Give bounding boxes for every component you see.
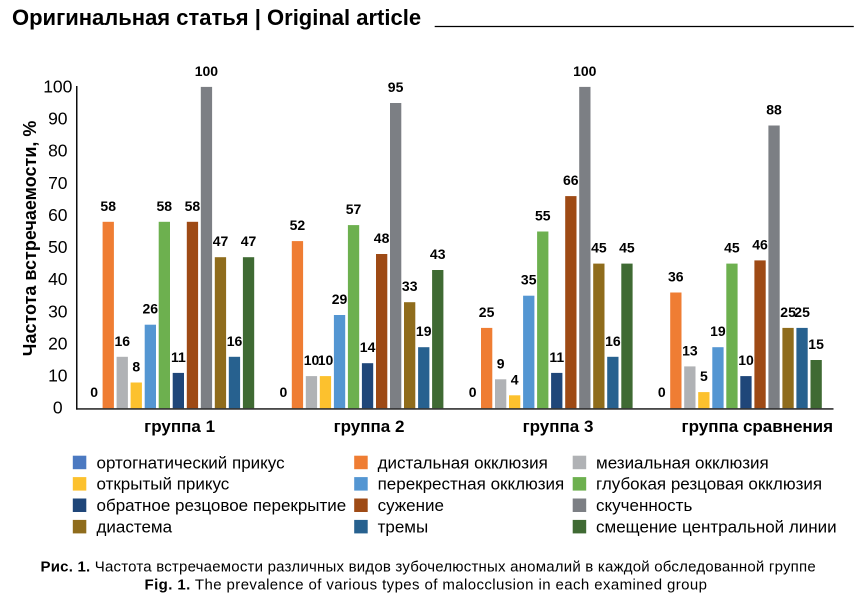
svg-text:45: 45 <box>591 240 607 256</box>
svg-text:43: 43 <box>430 246 446 262</box>
svg-text:88: 88 <box>766 102 782 118</box>
svg-text:100: 100 <box>573 63 597 79</box>
svg-text:58: 58 <box>100 198 116 214</box>
svg-text:33: 33 <box>402 278 418 294</box>
svg-text:19: 19 <box>416 323 432 339</box>
svg-text:57: 57 <box>346 201 362 217</box>
svg-text:обратное резцовое перекрытие: обратное резцовое перекрытие <box>97 496 347 515</box>
svg-text:скученность: скученность <box>596 496 692 515</box>
svg-text:60: 60 <box>48 205 68 225</box>
svg-text:80: 80 <box>48 141 68 161</box>
svg-text:50: 50 <box>48 237 68 257</box>
svg-text:58: 58 <box>185 198 201 214</box>
svg-text:группа сравнения: группа сравнения <box>682 417 834 436</box>
svg-text:52: 52 <box>290 217 306 233</box>
svg-text:100: 100 <box>195 63 219 79</box>
svg-text:перекрестная окклюзия: перекрестная окклюзия <box>378 475 565 494</box>
svg-text:45: 45 <box>724 240 740 256</box>
svg-text:10: 10 <box>318 352 334 368</box>
svg-text:0: 0 <box>280 384 288 400</box>
svg-text:36: 36 <box>668 269 684 285</box>
svg-text:14: 14 <box>360 339 376 355</box>
svg-text:35: 35 <box>521 272 537 288</box>
svg-text:открытый прикус: открытый прикус <box>97 475 230 494</box>
svg-text:5: 5 <box>700 368 708 384</box>
svg-text:8: 8 <box>132 359 140 375</box>
svg-text:10: 10 <box>304 352 320 368</box>
svg-text:смещение центральной линии: смещение центральной линии <box>596 518 837 537</box>
svg-text:15: 15 <box>808 336 824 352</box>
svg-text:11: 11 <box>171 349 186 365</box>
svg-text:0: 0 <box>53 398 63 418</box>
svg-text:90: 90 <box>48 109 68 129</box>
svg-text:11: 11 <box>549 349 564 365</box>
svg-text:47: 47 <box>213 233 229 249</box>
svg-text:тремы: тремы <box>378 518 429 537</box>
svg-text:30: 30 <box>48 301 68 321</box>
svg-text:Оригинальная статья | Original: Оригинальная статья | Original article <box>12 5 421 30</box>
svg-text:4: 4 <box>511 371 519 387</box>
svg-text:25: 25 <box>479 304 495 320</box>
svg-text:группа 2: группа 2 <box>334 417 405 436</box>
svg-text:ортогнатический прикус: ортогнатический прикус <box>97 453 286 472</box>
svg-text:58: 58 <box>157 198 173 214</box>
svg-text:0: 0 <box>658 384 666 400</box>
svg-text:48: 48 <box>374 230 390 246</box>
svg-text:25: 25 <box>794 304 810 320</box>
svg-text:9: 9 <box>497 355 505 371</box>
svg-text:мезиальная окклюзия: мезиальная окклюзия <box>596 453 769 472</box>
svg-text:46: 46 <box>752 236 768 252</box>
svg-text:66: 66 <box>563 172 579 188</box>
svg-text:40: 40 <box>48 269 68 289</box>
svg-text:55: 55 <box>535 208 551 224</box>
svg-text:19: 19 <box>710 323 726 339</box>
svg-text:95: 95 <box>388 79 404 95</box>
svg-text:47: 47 <box>241 233 257 249</box>
svg-text:глубокая резцовая окклюзия: глубокая резцовая окклюзия <box>596 475 822 494</box>
svg-text:Рис. 1. Частота встречаемости: Рис. 1. Частота встречаемости различных … <box>41 559 816 576</box>
svg-text:группа 1: группа 1 <box>144 417 215 436</box>
svg-text:100: 100 <box>43 76 72 96</box>
svg-text:13: 13 <box>682 342 698 358</box>
svg-text:16: 16 <box>605 333 621 349</box>
svg-text:25: 25 <box>780 304 796 320</box>
svg-text:10: 10 <box>48 366 68 386</box>
svg-text:Fig. 1. The prevalence of vari: Fig. 1. The prevalence of various types … <box>145 576 708 593</box>
svg-text:дистальная окклюзия: дистальная окклюзия <box>378 453 548 472</box>
svg-text:16: 16 <box>115 333 131 349</box>
svg-text:20: 20 <box>48 333 68 353</box>
svg-text:26: 26 <box>143 301 159 317</box>
svg-text:группа 3: группа 3 <box>523 417 594 436</box>
svg-text:0: 0 <box>90 384 98 400</box>
svg-text:0: 0 <box>469 384 477 400</box>
svg-text:10: 10 <box>738 352 754 368</box>
svg-text:70: 70 <box>48 173 68 193</box>
svg-text:45: 45 <box>619 240 635 256</box>
svg-text:Частота встречаемости, %: Частота встречаемости, % <box>20 121 40 357</box>
svg-text:29: 29 <box>332 291 348 307</box>
svg-text:16: 16 <box>227 333 243 349</box>
svg-text:диастема: диастема <box>97 518 173 537</box>
svg-text:сужение: сужение <box>378 496 444 515</box>
